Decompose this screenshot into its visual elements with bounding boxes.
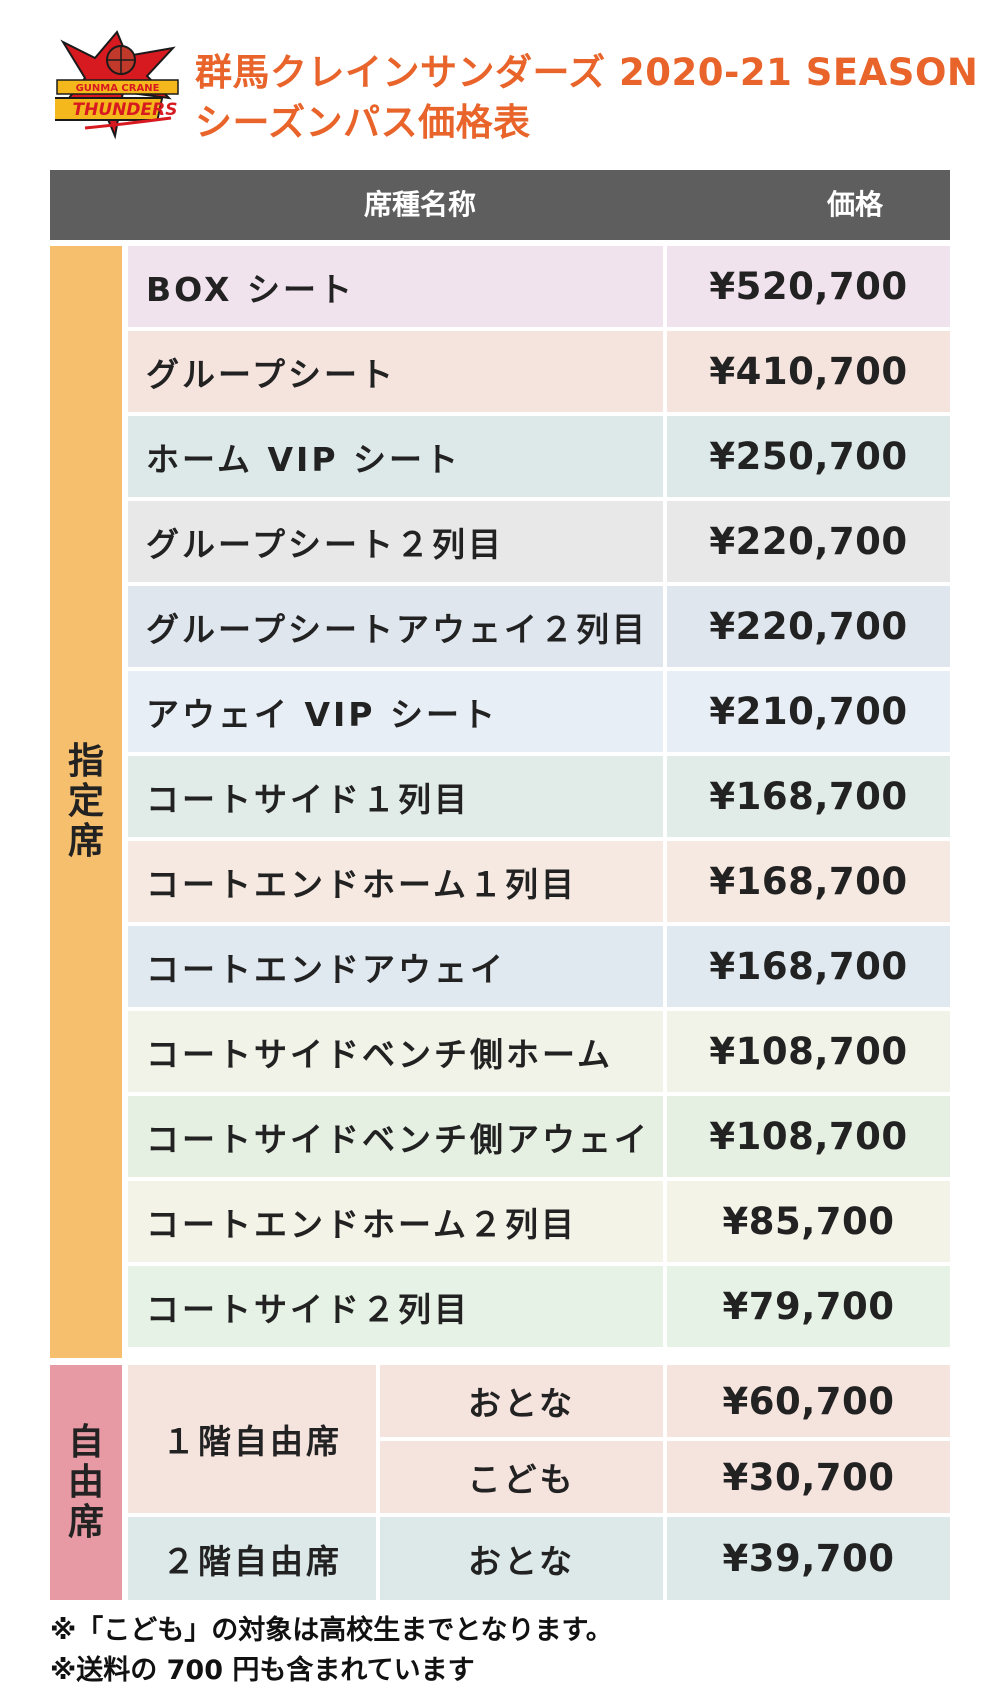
free-type-adult-floor1: おとな — [380, 1365, 663, 1437]
header-seat-name: 席種名称 — [363, 188, 476, 221]
category-free: 自由席 — [50, 1365, 122, 1600]
seat-row: BOX シート ¥520,700 — [128, 246, 950, 327]
seat-name: コートサイドベンチ側アウェイ — [128, 1096, 663, 1177]
free-type-adult-floor2-label: おとな — [467, 1541, 575, 1581]
seat-price: ¥85,700 — [667, 1181, 950, 1262]
seat-name: BOX シート — [128, 246, 663, 327]
seat-name: コートエンドホーム１列目 — [128, 841, 663, 922]
free-price-child-floor1: ¥30,700 — [667, 1441, 950, 1513]
seat-name: コートエンドアウェイ — [128, 926, 663, 1007]
seat-name: グループシートアウェイ２列目 — [128, 586, 663, 667]
seat-price: ¥210,700 — [667, 671, 950, 752]
category-reserved-label: 指定席 — [67, 741, 104, 862]
free-group-floor1-label: １階自由席 — [162, 1422, 342, 1461]
free-type-child-floor1-label: こども — [467, 1460, 576, 1499]
seat-name: コートサイド２列目 — [128, 1266, 663, 1347]
seat-row: コートエンドアウェイ ¥168,700 — [128, 926, 950, 1007]
seat-name: グループシート — [128, 331, 663, 412]
seat-name: ホーム VIP シート — [128, 416, 663, 497]
seat-row: コートサイド１列目 ¥168,700 — [128, 756, 950, 837]
seat-row: アウェイ VIP シート ¥210,700 — [128, 671, 950, 752]
seat-price: ¥108,700 — [667, 1011, 950, 1092]
seat-price: ¥220,700 — [667, 586, 950, 667]
logo-underline-swoosh — [84, 116, 172, 130]
seat-name: コートサイド１列目 — [128, 756, 663, 837]
footnote-children: ※「こども」の対象は高校生までとなります。 — [50, 1615, 613, 1646]
free-group-floor2-label: ２階自由席 — [162, 1541, 342, 1581]
category-free-label: 自由席 — [67, 1421, 104, 1543]
seat-row: グループシート２列目 ¥220,700 — [128, 501, 950, 582]
seat-price: ¥168,700 — [667, 756, 950, 837]
category-reserved: 指定席 — [50, 246, 122, 1358]
seat-price: ¥168,700 — [667, 926, 950, 1007]
seat-row: コートエンドホーム１列目 ¥168,700 — [128, 841, 950, 922]
free-type-adult-floor2: おとな — [380, 1517, 663, 1600]
seat-price: ¥520,700 — [667, 246, 950, 327]
title-line-1: 群馬クレインサンダーズ 2020-21 SEASON — [195, 51, 979, 94]
seat-name: コートエンドホーム２列目 — [128, 1181, 663, 1262]
seat-name: コートサイドベンチ側ホーム — [128, 1011, 663, 1092]
free-type-child-floor1: こども — [380, 1441, 663, 1513]
seat-row: ホーム VIP シート ¥250,700 — [128, 416, 950, 497]
seat-row: グループシート ¥410,700 — [128, 331, 950, 412]
seat-row: コートサイドベンチ側ホーム ¥108,700 — [128, 1011, 950, 1092]
header-price: 価格 — [826, 188, 883, 221]
seat-name: グループシート２列目 — [128, 501, 663, 582]
seat-row: コートサイド２列目 ¥79,700 — [128, 1266, 950, 1347]
seat-price: ¥108,700 — [667, 1096, 950, 1177]
free-price-child-floor1-value: ¥30,700 — [722, 1455, 895, 1499]
free-price-adult-floor2-value: ¥39,700 — [722, 1537, 895, 1580]
footnote-shipping: ※送料の 700 円も含まれています — [50, 1655, 475, 1686]
team-logo: GUNMA CRANE THUNDERS — [55, 30, 179, 140]
table-header: 席種名称 価格 — [50, 170, 950, 240]
seat-price: ¥168,700 — [667, 841, 950, 922]
logo-text-main: THUNDERS — [73, 100, 178, 120]
seat-price: ¥250,700 — [667, 416, 950, 497]
free-group-floor2: ２階自由席 — [128, 1517, 376, 1600]
free-price-adult-floor1-value: ¥60,700 — [722, 1379, 895, 1423]
seat-price: ¥79,700 — [667, 1266, 950, 1347]
free-price-adult-floor1: ¥60,700 — [667, 1365, 950, 1437]
seat-price: ¥410,700 — [667, 331, 950, 412]
free-type-adult-floor1-label: おとな — [467, 1384, 575, 1423]
free-group-floor1: １階自由席 — [128, 1365, 376, 1513]
seat-row: コートサイドベンチ側アウェイ ¥108,700 — [128, 1096, 950, 1177]
seat-row: グループシートアウェイ２列目 ¥220,700 — [128, 586, 950, 667]
seat-name: アウェイ VIP シート — [128, 671, 663, 752]
page-title: 群馬クレインサンダーズ 2020-21 SEASON シーズンパス価格表 — [195, 48, 978, 148]
title-line-2: シーズンパス価格表 — [195, 101, 531, 144]
seat-price: ¥220,700 — [667, 501, 950, 582]
free-price-adult-floor2: ¥39,700 — [667, 1517, 950, 1600]
logo-text-top: GUNMA CRANE — [76, 83, 160, 94]
seat-row: コートエンドホーム２列目 ¥85,700 — [128, 1181, 950, 1262]
